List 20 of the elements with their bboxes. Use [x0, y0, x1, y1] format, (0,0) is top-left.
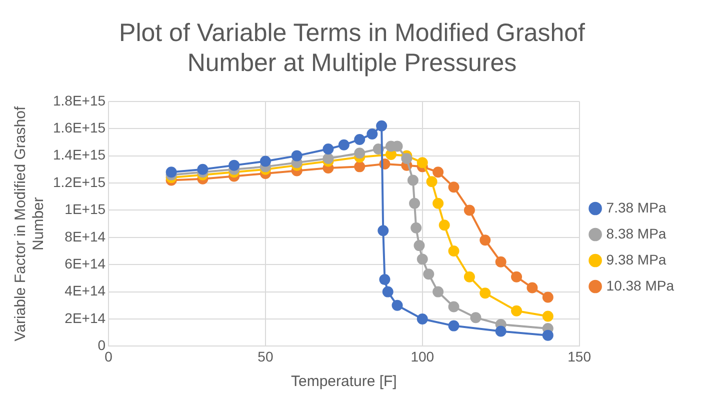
x-axis-title: Temperature [F]: [290, 373, 397, 390]
y-tick-label: 1.2E+15: [52, 174, 106, 190]
y-tick-label: 6E+14: [64, 255, 106, 272]
legend-label: 10.38 MPa: [606, 277, 674, 294]
y-tick-label: 8E+14: [64, 228, 106, 244]
legend-label: 8.38 MPa: [606, 225, 666, 242]
y-tick-label: 0: [98, 337, 106, 354]
legend-label: 7.38 MPa: [606, 199, 666, 216]
y-tick-label: 2E+14: [64, 310, 106, 326]
x-tick-label: 100: [410, 348, 434, 364]
x-tick-label: 150: [568, 348, 592, 364]
y-tick-label: 1E+15: [64, 201, 106, 218]
y-tick-label: 1.4E+15: [52, 146, 106, 163]
y-tick-label: 1.8E+15: [52, 92, 106, 108]
y-axis-title: Variable Factor in Modified Grashof Number: [12, 106, 48, 342]
x-tick-label: 50: [258, 348, 274, 364]
chart-title: Plot of Variable Terms in Modified Grashof Number at Multiple Pressures: [118, 18, 586, 79]
y-tick-label: 4E+14: [64, 282, 106, 299]
legend-label: 9.38 MPa: [606, 251, 666, 268]
y-tick-label: 1.6E+15: [52, 119, 106, 136]
